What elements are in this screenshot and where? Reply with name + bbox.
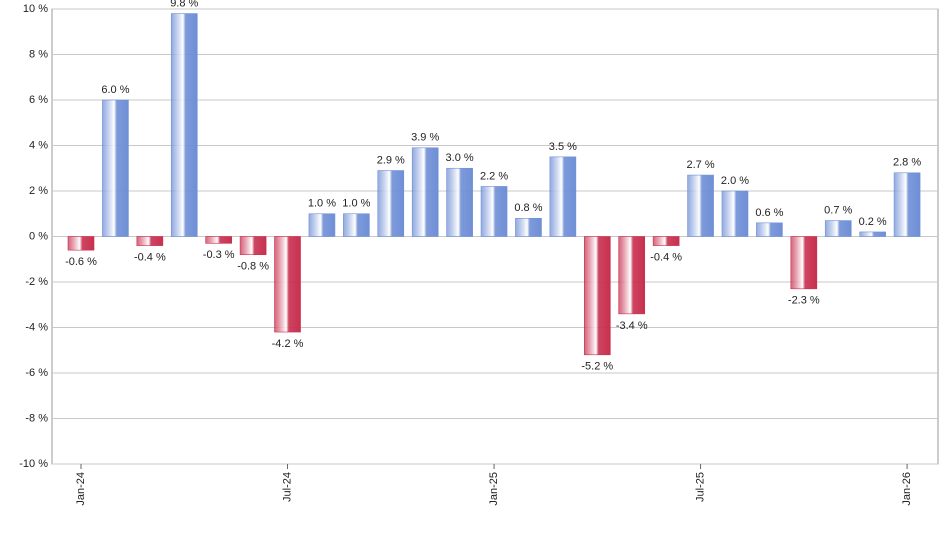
bar	[136, 236, 164, 246]
y-tick-label: -6 %	[25, 367, 48, 379]
value-label: -3.4 %	[616, 320, 648, 332]
bar	[274, 236, 301, 333]
bar	[687, 174, 714, 237]
value-label: -2.3 %	[788, 295, 820, 307]
bar	[756, 222, 783, 237]
bar	[102, 99, 129, 237]
y-tick-label: -2 %	[25, 276, 48, 288]
bar	[790, 236, 818, 290]
bar	[618, 236, 646, 315]
bar	[377, 170, 405, 237]
bar	[308, 213, 336, 237]
value-label: 1.0 %	[342, 198, 370, 210]
bar	[170, 13, 198, 237]
x-tick-label: Jul-24	[281, 472, 293, 502]
x-tick-label: Jan-24	[75, 472, 87, 506]
bar	[583, 236, 611, 356]
bar	[721, 190, 749, 237]
value-label: 2.9 %	[377, 154, 405, 166]
value-label: 1.0 %	[308, 198, 336, 210]
value-label: 0.2 %	[859, 216, 887, 228]
value-label: 2.8 %	[893, 157, 921, 169]
value-label: 9.8 %	[170, 0, 198, 9]
value-label: 3.0 %	[446, 152, 474, 164]
value-label: -4.2 %	[272, 338, 304, 350]
value-label: 0.7 %	[824, 204, 852, 216]
value-label: 2.7 %	[686, 159, 714, 171]
value-label: 2.2 %	[480, 170, 508, 182]
y-tick-label: -4 %	[25, 321, 48, 333]
bar	[893, 172, 921, 237]
y-tick-label: 10 %	[23, 3, 48, 15]
value-label: -0.4 %	[134, 252, 166, 264]
y-tick-label: 8 %	[29, 48, 48, 60]
value-label: -0.4 %	[650, 252, 682, 264]
bar	[239, 236, 267, 256]
value-label: 0.6 %	[755, 207, 783, 219]
y-tick-label: -10 %	[19, 458, 48, 470]
value-label: 3.5 %	[549, 141, 577, 153]
bar	[205, 236, 232, 244]
value-label: 0.8 %	[514, 202, 542, 214]
bar	[824, 220, 852, 237]
bar	[549, 156, 577, 237]
bar	[480, 186, 508, 237]
bar	[411, 147, 439, 237]
value-label: -0.3 %	[203, 249, 235, 261]
bar	[515, 218, 542, 237]
y-tick-label: -8 %	[25, 412, 48, 424]
value-label: -5.2 %	[581, 361, 613, 373]
bar	[343, 213, 370, 237]
y-tick-label: 0 %	[29, 230, 48, 242]
bar	[67, 236, 95, 251]
y-tick-label: 2 %	[29, 185, 48, 197]
value-label: -0.6 %	[65, 256, 97, 268]
y-tick-label: 6 %	[29, 94, 48, 106]
x-tick-label: Jul-25	[694, 472, 706, 502]
value-label: 2.0 %	[721, 175, 749, 187]
x-tick-label: Jan-25	[488, 472, 500, 506]
value-label: -0.8 %	[237, 261, 269, 273]
value-label: 6.0 %	[101, 84, 129, 96]
y-tick-label: 4 %	[29, 139, 48, 151]
bar	[859, 231, 886, 237]
x-tick-label: Jan-26	[901, 472, 913, 506]
bar	[446, 167, 473, 237]
bar	[652, 236, 680, 246]
value-label: 3.9 %	[411, 132, 439, 144]
